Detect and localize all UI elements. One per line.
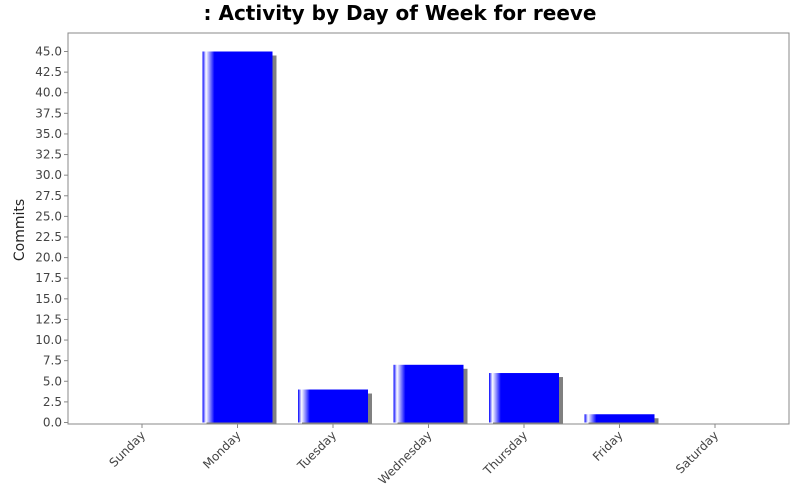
bar-tuesday xyxy=(298,389,368,423)
x-tick-label-saturday: Saturday xyxy=(673,428,721,476)
y-tick-label: 32.5 xyxy=(35,148,62,162)
y-tick-label: 45.0 xyxy=(35,45,62,59)
x-tick-label-monday: Monday xyxy=(200,428,243,471)
chart-title: : Activity by Day of Week for reeve xyxy=(204,1,597,25)
y-tick-label: 40.0 xyxy=(35,86,62,100)
x-axis: Sunday Monday Tuesday Wednesday Thursday Frid… xyxy=(106,424,721,487)
y-tick-label: 25.0 xyxy=(35,209,62,223)
x-tick-label-tuesday: Tuesday xyxy=(294,428,339,473)
y-tick-label: 5.0 xyxy=(43,374,62,388)
x-tick-label-wednesday: Wednesday xyxy=(376,428,435,487)
bar-friday xyxy=(584,414,655,423)
plot-area xyxy=(67,32,790,425)
y-tick-label: 42.5 xyxy=(35,65,62,79)
y-tick-label: 27.5 xyxy=(35,189,62,203)
bar-wednesday xyxy=(393,364,464,423)
y-tick-label: 30.0 xyxy=(35,168,62,182)
y-tick-label: 17.5 xyxy=(35,271,62,285)
x-tick-label-friday: Friday xyxy=(590,428,626,464)
x-tick-label-thursday: Thursday xyxy=(480,428,530,478)
y-tick-label: 12.5 xyxy=(35,312,62,326)
y-tick-label: 35.0 xyxy=(35,127,62,141)
bar-thursday xyxy=(489,373,559,423)
bar-monday xyxy=(202,51,273,423)
y-axis-label: Commits xyxy=(12,199,28,261)
y-axis: 0.0 2.5 5.0 7.5 10.0 12.5 15.0 17.5 20.0 22.5 25.0… xyxy=(35,45,68,430)
y-tick-label: 37.5 xyxy=(35,106,62,120)
y-tick-label: 7.5 xyxy=(43,354,62,368)
y-tick-label: 10.0 xyxy=(35,333,62,347)
y-tick-label: 22.5 xyxy=(35,230,62,244)
y-tick-label: 20.0 xyxy=(35,251,62,265)
y-tick-label: 15.0 xyxy=(35,292,62,306)
y-tick-label: 0.0 xyxy=(43,416,62,430)
bars-group xyxy=(202,51,659,424)
y-tick-label: 2.5 xyxy=(43,395,62,409)
x-tick-label-sunday: Sunday xyxy=(106,428,148,470)
